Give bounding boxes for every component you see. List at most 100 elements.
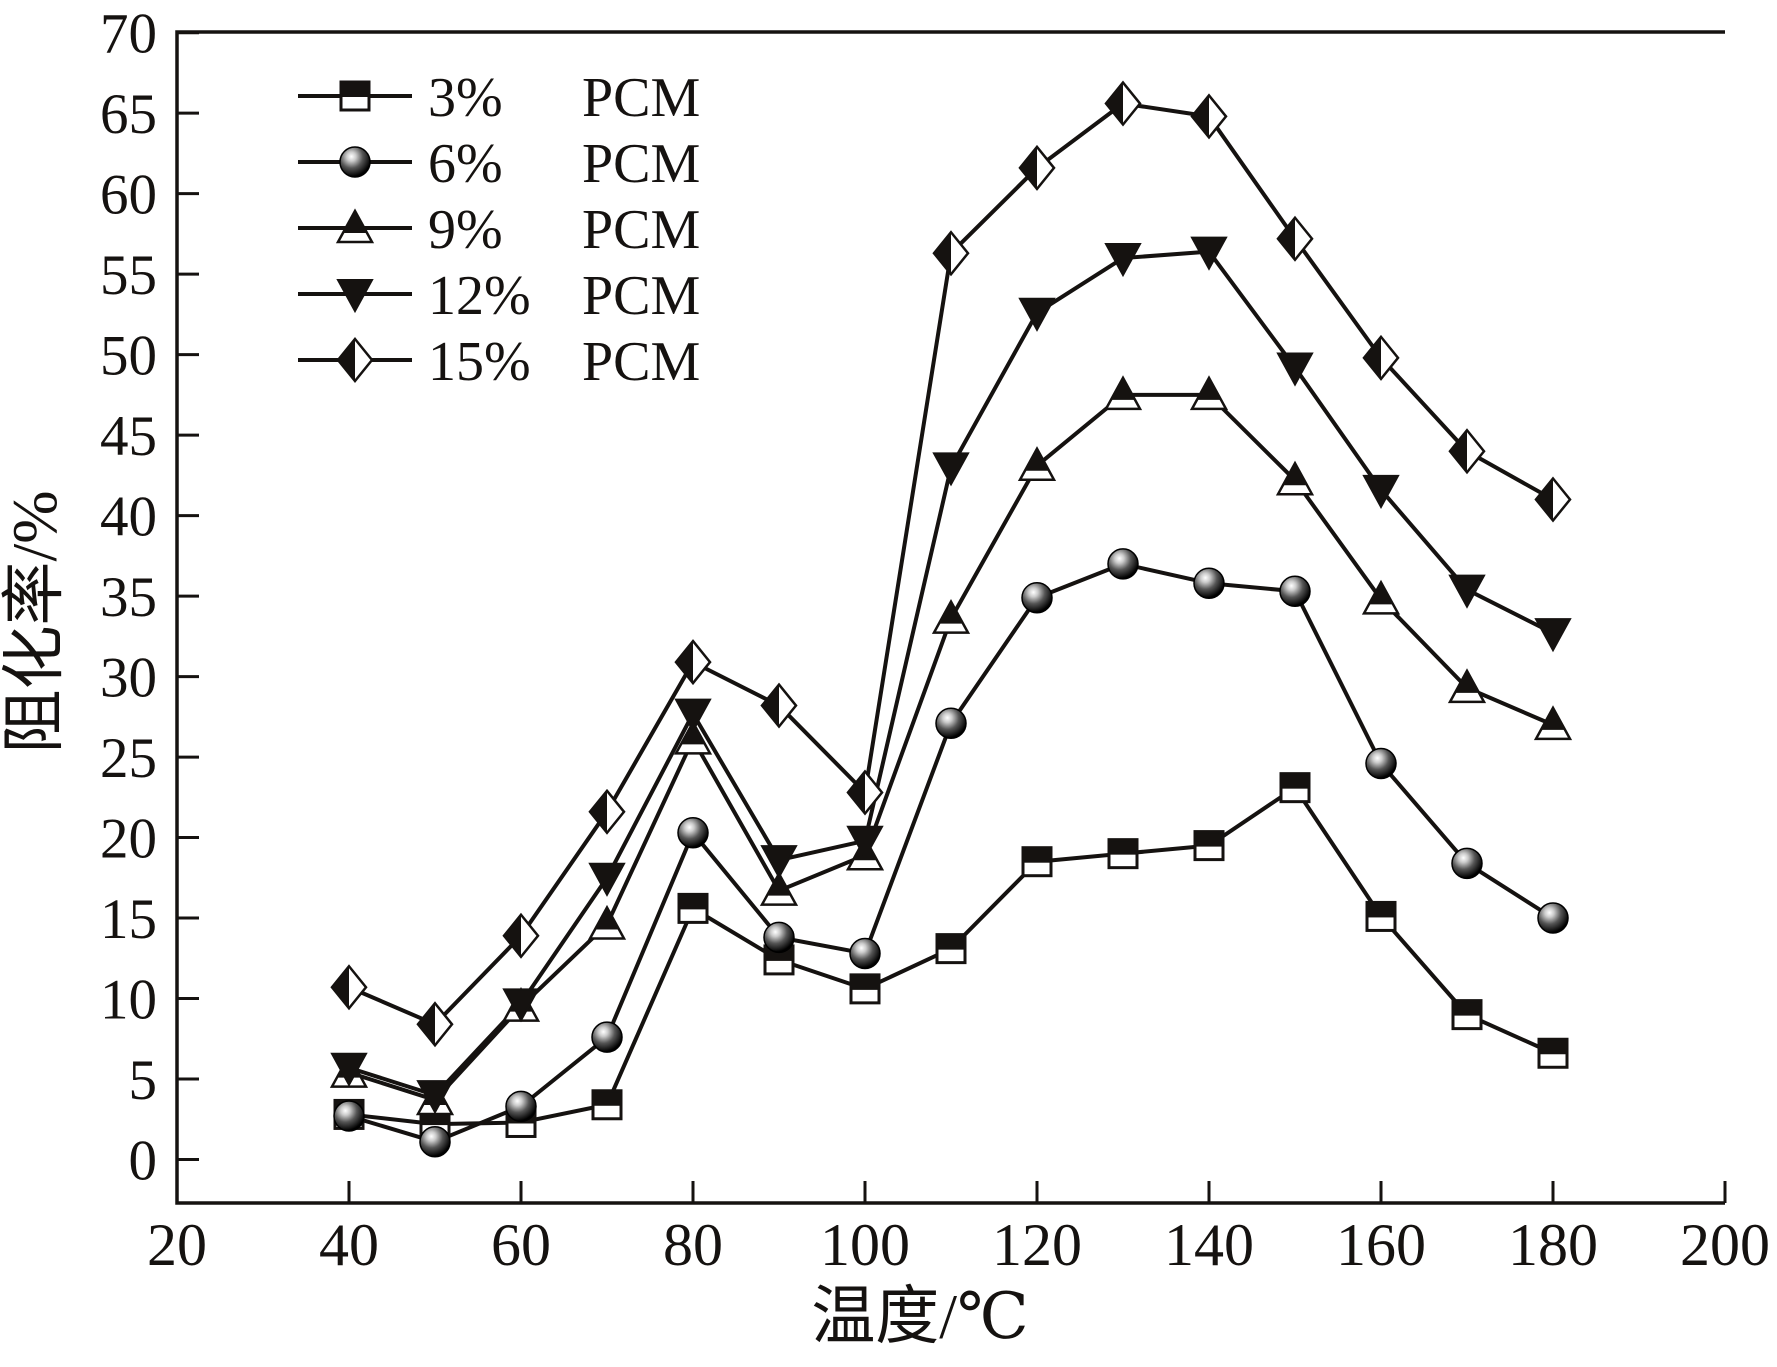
diamond-marker bbox=[934, 232, 951, 275]
y-tick-label: 60 bbox=[100, 164, 157, 227]
y-tick-label: 5 bbox=[129, 1049, 158, 1112]
x-tick-label: 200 bbox=[1680, 1212, 1770, 1278]
triangle-up-marker bbox=[1017, 446, 1057, 481]
diamond-marker bbox=[1364, 336, 1381, 379]
square-marker bbox=[1195, 831, 1223, 847]
sphere-marker bbox=[1365, 747, 1397, 780]
square-marker bbox=[1365, 900, 1397, 932]
triangle-up-marker bbox=[1447, 668, 1487, 704]
legend: 3% PCM 6% PCM 9% PCM 12% PCM 15% PCM bbox=[298, 67, 700, 393]
square-marker bbox=[1453, 1000, 1481, 1016]
x-tick-label: 100 bbox=[820, 1212, 910, 1278]
triangle-down-marker bbox=[1190, 236, 1228, 271]
x-tick-label: 20 bbox=[147, 1212, 207, 1278]
diamond-marker bbox=[338, 339, 355, 381]
diamond-marker bbox=[418, 1003, 435, 1046]
sphere-marker bbox=[1107, 548, 1139, 580]
y-axis-title: 阻化率/% bbox=[0, 490, 70, 753]
legend-item: 15% PCM bbox=[298, 331, 700, 393]
triangle-up-marker bbox=[759, 871, 799, 906]
y-tick-label: 15 bbox=[100, 888, 157, 951]
triangle-up-marker bbox=[343, 211, 367, 233]
y-tick-label: 20 bbox=[100, 808, 157, 871]
triangle-up-marker bbox=[1111, 377, 1135, 400]
x-tick-label: 120 bbox=[992, 1212, 1082, 1278]
x-tick-label: 180 bbox=[1508, 1212, 1598, 1278]
series-markers-12-pcm bbox=[330, 236, 1572, 1115]
triangle-down-marker bbox=[330, 1052, 368, 1087]
diamond-marker bbox=[1278, 217, 1295, 260]
series-line-6-pcm bbox=[348, 561, 1555, 1144]
plot-area: 0 5 10 15 20 25 30 35 40 45 50 55 60 65 70 20 40 60 80 100 1… bbox=[100, 3, 1770, 1278]
diamond-marker bbox=[1020, 146, 1037, 189]
x-tick-label: 40 bbox=[319, 1212, 379, 1278]
square-marker bbox=[1021, 846, 1053, 878]
diamond-marker bbox=[1536, 478, 1553, 521]
diamond-marker bbox=[416, 1001, 454, 1048]
diamond-marker bbox=[1192, 95, 1209, 138]
y-tick-label: 50 bbox=[100, 325, 157, 388]
triangle-up-marker bbox=[673, 719, 713, 755]
diamond-marker bbox=[336, 337, 374, 383]
diamond-marker bbox=[762, 684, 779, 727]
triangle-down-marker bbox=[416, 1080, 454, 1115]
legend-label-name: PCM bbox=[582, 265, 700, 327]
y-tick-label: 45 bbox=[100, 405, 157, 468]
legend-item: 6% PCM bbox=[298, 133, 700, 195]
square-marker bbox=[679, 894, 707, 910]
y-tick-label: 35 bbox=[100, 566, 157, 629]
triangle-down-marker bbox=[1018, 297, 1056, 332]
legend-label-pct: 6% bbox=[428, 133, 503, 195]
triangle-down-marker bbox=[674, 698, 712, 733]
triangle-up-marker bbox=[681, 722, 705, 745]
y-tick-label: 40 bbox=[100, 486, 157, 549]
y-tick-label: 25 bbox=[100, 727, 157, 790]
triangle-down-marker bbox=[1534, 618, 1572, 653]
triangle-down-marker bbox=[1104, 243, 1142, 278]
y-tick-label: 70 bbox=[100, 3, 157, 66]
square-marker bbox=[1537, 1037, 1569, 1069]
square-marker bbox=[1281, 773, 1309, 789]
triangle-up-marker bbox=[767, 873, 791, 896]
diamond-marker bbox=[330, 964, 368, 1011]
legend-item: 9% PCM bbox=[298, 199, 700, 261]
sphere-marker bbox=[591, 1021, 623, 1053]
square-marker bbox=[593, 1090, 621, 1106]
x-tick-label: 80 bbox=[663, 1212, 723, 1278]
axis-frame bbox=[175, 30, 1725, 1205]
square-marker bbox=[1107, 838, 1139, 870]
legend-label-name: PCM bbox=[582, 67, 700, 129]
sphere-marker bbox=[1279, 575, 1311, 608]
legend-label-pct: 12% bbox=[428, 265, 531, 327]
triangle-down-marker bbox=[1448, 574, 1486, 609]
square-marker bbox=[1023, 847, 1051, 863]
triangle-down-marker bbox=[588, 862, 626, 897]
triangle-down-marker bbox=[1276, 352, 1314, 387]
sphere-marker bbox=[419, 1126, 451, 1158]
legend-label-name: PCM bbox=[582, 199, 700, 261]
sphere-marker bbox=[505, 1090, 537, 1123]
y-tick-label: 0 bbox=[129, 1129, 158, 1192]
sphere-marker bbox=[849, 937, 881, 970]
sphere-marker bbox=[677, 816, 709, 849]
diamond-marker bbox=[1362, 334, 1400, 381]
diamond-marker bbox=[676, 641, 693, 684]
square-marker bbox=[339, 80, 371, 112]
axes: 0 5 10 15 20 25 30 35 40 45 50 55 60 65 70 20 40 60 80 100 1… bbox=[100, 3, 1770, 1278]
diamond-marker bbox=[848, 771, 865, 814]
sphere-marker bbox=[1451, 847, 1483, 880]
legend-label-pct: 15% bbox=[428, 331, 531, 393]
diamond-marker bbox=[1276, 215, 1314, 262]
triangle-up-marker bbox=[1275, 460, 1315, 496]
square-marker bbox=[677, 892, 709, 924]
triangle-up-marker bbox=[1197, 377, 1221, 400]
series-markers-6-pcm bbox=[333, 548, 1569, 1158]
sphere-marker bbox=[935, 707, 967, 740]
triangle-up-marker bbox=[1189, 375, 1229, 411]
diamond-marker bbox=[674, 639, 712, 686]
triangle-up-marker bbox=[939, 601, 963, 624]
triangle-down-marker bbox=[846, 825, 884, 860]
square-marker bbox=[1109, 839, 1137, 855]
